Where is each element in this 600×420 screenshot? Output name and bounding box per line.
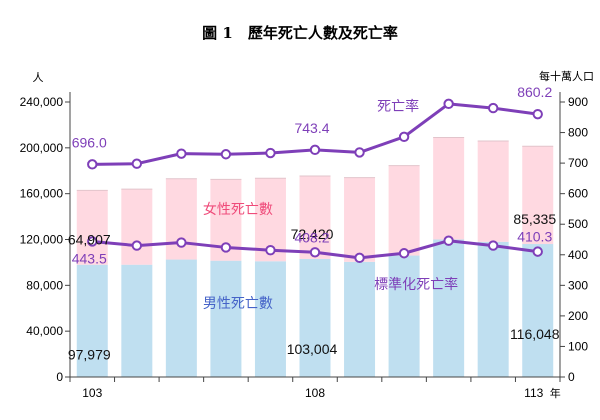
y-right-tick-label: 500 bbox=[568, 217, 588, 231]
bar-female bbox=[388, 165, 420, 256]
bar-male bbox=[76, 264, 108, 377]
male-value-label: 116,048 bbox=[510, 326, 560, 342]
x-tick-label: 108 bbox=[305, 386, 325, 400]
bar-female bbox=[121, 189, 153, 265]
std-rate-point bbox=[131, 240, 143, 251]
std-rate-point bbox=[398, 248, 410, 259]
male-value-label: 97,979 bbox=[68, 347, 111, 363]
bar-female bbox=[522, 146, 554, 245]
std-rate-value-label: 443.5 bbox=[72, 250, 107, 266]
rate-value-label: 860.2 bbox=[517, 84, 552, 100]
y-left-tick-label: 240,000 bbox=[20, 95, 64, 109]
male-value-label: 103,004 bbox=[287, 341, 338, 357]
bar-male bbox=[121, 264, 153, 377]
rate-point bbox=[487, 102, 499, 114]
y-right-unit-label: 每十萬人口 bbox=[539, 69, 594, 83]
bar-female bbox=[299, 175, 331, 259]
std-rate-point bbox=[265, 244, 276, 256]
bar-male bbox=[388, 255, 420, 377]
male-series-label: 男性死亡數 bbox=[203, 296, 273, 312]
rate-value-label: 743.4 bbox=[294, 120, 329, 136]
std-rate-point bbox=[532, 246, 543, 257]
bar-male bbox=[477, 241, 509, 377]
rate-point bbox=[309, 144, 321, 156]
rate-point bbox=[354, 147, 365, 158]
y-right-tick-label: 200 bbox=[568, 309, 588, 323]
std-rate-point bbox=[354, 252, 365, 264]
std-rate-point bbox=[87, 236, 98, 247]
bar-male bbox=[344, 261, 376, 377]
bar-male bbox=[254, 261, 286, 377]
y-right-tick-label: 700 bbox=[568, 156, 588, 170]
y-left-tick-label: 40,000 bbox=[26, 324, 63, 338]
axes: 0 40,000 80,000 120,000 160,000 200,000 240,00… bbox=[20, 69, 594, 400]
y-left-tick-label: 80,000 bbox=[26, 278, 63, 292]
bar-female bbox=[344, 177, 376, 262]
bar-female bbox=[433, 137, 465, 240]
female-value-label: 64,907 bbox=[68, 232, 111, 248]
y-left-tick-label: 160,000 bbox=[20, 187, 64, 201]
y-left-tick-label: 0 bbox=[56, 370, 63, 384]
bar-male bbox=[165, 259, 197, 377]
y-right-tick-label: 800 bbox=[568, 126, 588, 140]
y-right-tick-label: 300 bbox=[568, 278, 588, 292]
rate-point bbox=[265, 147, 276, 159]
bar-female bbox=[76, 190, 108, 265]
y-left-unit-label: 人 bbox=[33, 71, 44, 84]
bar-male bbox=[522, 244, 554, 377]
lines bbox=[87, 98, 543, 264]
chart-title: 圖 1 歷年死亡人數及死亡率 bbox=[202, 24, 398, 42]
std-rate-point bbox=[487, 240, 499, 251]
female-series-label: 女性死亡數 bbox=[203, 201, 273, 218]
x-tick-label: 113 bbox=[524, 386, 543, 400]
std-rate-point bbox=[443, 235, 454, 246]
bar-male bbox=[299, 258, 331, 377]
y-right-tick-label: 100 bbox=[568, 339, 588, 353]
rate-point bbox=[398, 131, 410, 143]
rate-point bbox=[87, 159, 98, 170]
std-rate-value-label: 410.3 bbox=[517, 229, 552, 245]
rate-point bbox=[176, 148, 187, 159]
std-rate-point bbox=[176, 237, 187, 248]
std-rate-series-label: 標準化死亡率 bbox=[374, 276, 458, 293]
std-rate-point bbox=[220, 242, 232, 253]
y-right-tick-label: 900 bbox=[568, 95, 588, 109]
y-right-tick-label: 600 bbox=[568, 187, 588, 201]
rate-series-label: 死亡率 bbox=[377, 98, 419, 115]
rate-point bbox=[532, 108, 543, 120]
female-value-label: 72,420 bbox=[291, 226, 334, 242]
y-right-tick-label: 400 bbox=[568, 248, 588, 262]
rate-value-label: 696.0 bbox=[72, 134, 107, 150]
data-labels: 97,979 64,907 696.0 443.5 103,004 72,420 743.4… bbox=[68, 84, 560, 363]
rate-point bbox=[443, 98, 454, 110]
female-value-label: 85,335 bbox=[513, 211, 556, 227]
std-rate-point bbox=[309, 247, 321, 258]
x-tick-label: 103 bbox=[82, 386, 102, 400]
std-rate-value-label: 408.2 bbox=[294, 229, 329, 245]
y-left-tick-label: 120,000 bbox=[20, 233, 64, 247]
rate-point bbox=[131, 158, 143, 169]
y-left-tick-label: 200,000 bbox=[20, 141, 64, 155]
rate-point bbox=[220, 149, 232, 160]
bars bbox=[76, 137, 554, 377]
bar-male bbox=[210, 260, 242, 377]
bar-female bbox=[477, 140, 509, 242]
y-right-tick-label: 0 bbox=[568, 370, 575, 384]
x-unit-label: 年 bbox=[550, 386, 561, 400]
bar-male bbox=[433, 239, 465, 377]
